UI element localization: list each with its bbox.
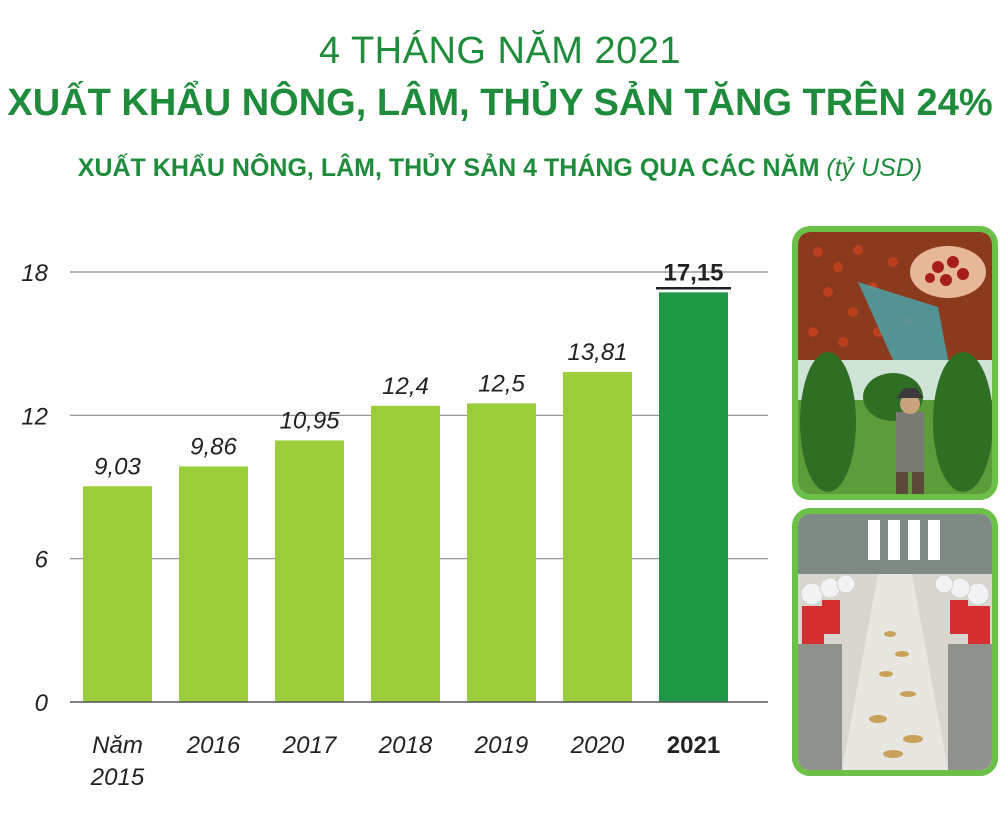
bar [83, 486, 152, 702]
bar [659, 292, 728, 702]
value-label: 13,81 [567, 339, 627, 366]
kicker-title: 4 THÁNG NĂM 2021 [318, 30, 682, 72]
category-label: 2019 [474, 732, 528, 759]
bar [371, 405, 440, 702]
seafood-processing-photo [792, 508, 998, 776]
coffee-pepper-harvest-photo [792, 226, 998, 500]
headline-title: XUẤT KHẨU NÔNG, LÂM, THỦY SẢN TĂNG TRÊN … [7, 82, 993, 124]
subtitle-text: XUẤT KHẨU NÔNG, LÂM, THỦY SẢN 4 THÁNG QU… [77, 154, 820, 182]
category-label: Năm [92, 732, 143, 759]
value-label: 12,5 [478, 370, 525, 397]
unit-label: (tỷ USD) [826, 154, 923, 182]
bar [563, 372, 632, 702]
value-label: 12,4 [382, 373, 429, 400]
bar-chart: 0 6 12 18 9,03 Năm 2015 9,86 2016 10,95 2017 12,4 20… [21, 259, 768, 791]
category-label: 2018 [378, 732, 433, 759]
bar [275, 440, 344, 702]
y-tick-label: 18 [21, 260, 48, 287]
bar [179, 466, 248, 702]
y-tick-label: 0 [35, 690, 49, 717]
y-tick-label: 12 [21, 403, 48, 430]
bar [467, 403, 536, 702]
y-tick-label: 6 [35, 547, 49, 574]
value-label: 9,03 [94, 453, 141, 480]
value-label: 17,15 [663, 259, 723, 286]
chart-subtitle: XUẤT KHẨU NÔNG, LÂM, THỦY SẢN 4 THÁNG QU… [0, 154, 1000, 183]
value-label: 9,86 [190, 433, 237, 460]
category-label: 2021 [667, 732, 720, 759]
value-label: 10,95 [279, 407, 340, 434]
category-label: 2015 [90, 764, 145, 791]
category-label: 2020 [570, 732, 625, 759]
category-label: 2016 [186, 732, 241, 759]
category-label: 2017 [282, 732, 338, 759]
